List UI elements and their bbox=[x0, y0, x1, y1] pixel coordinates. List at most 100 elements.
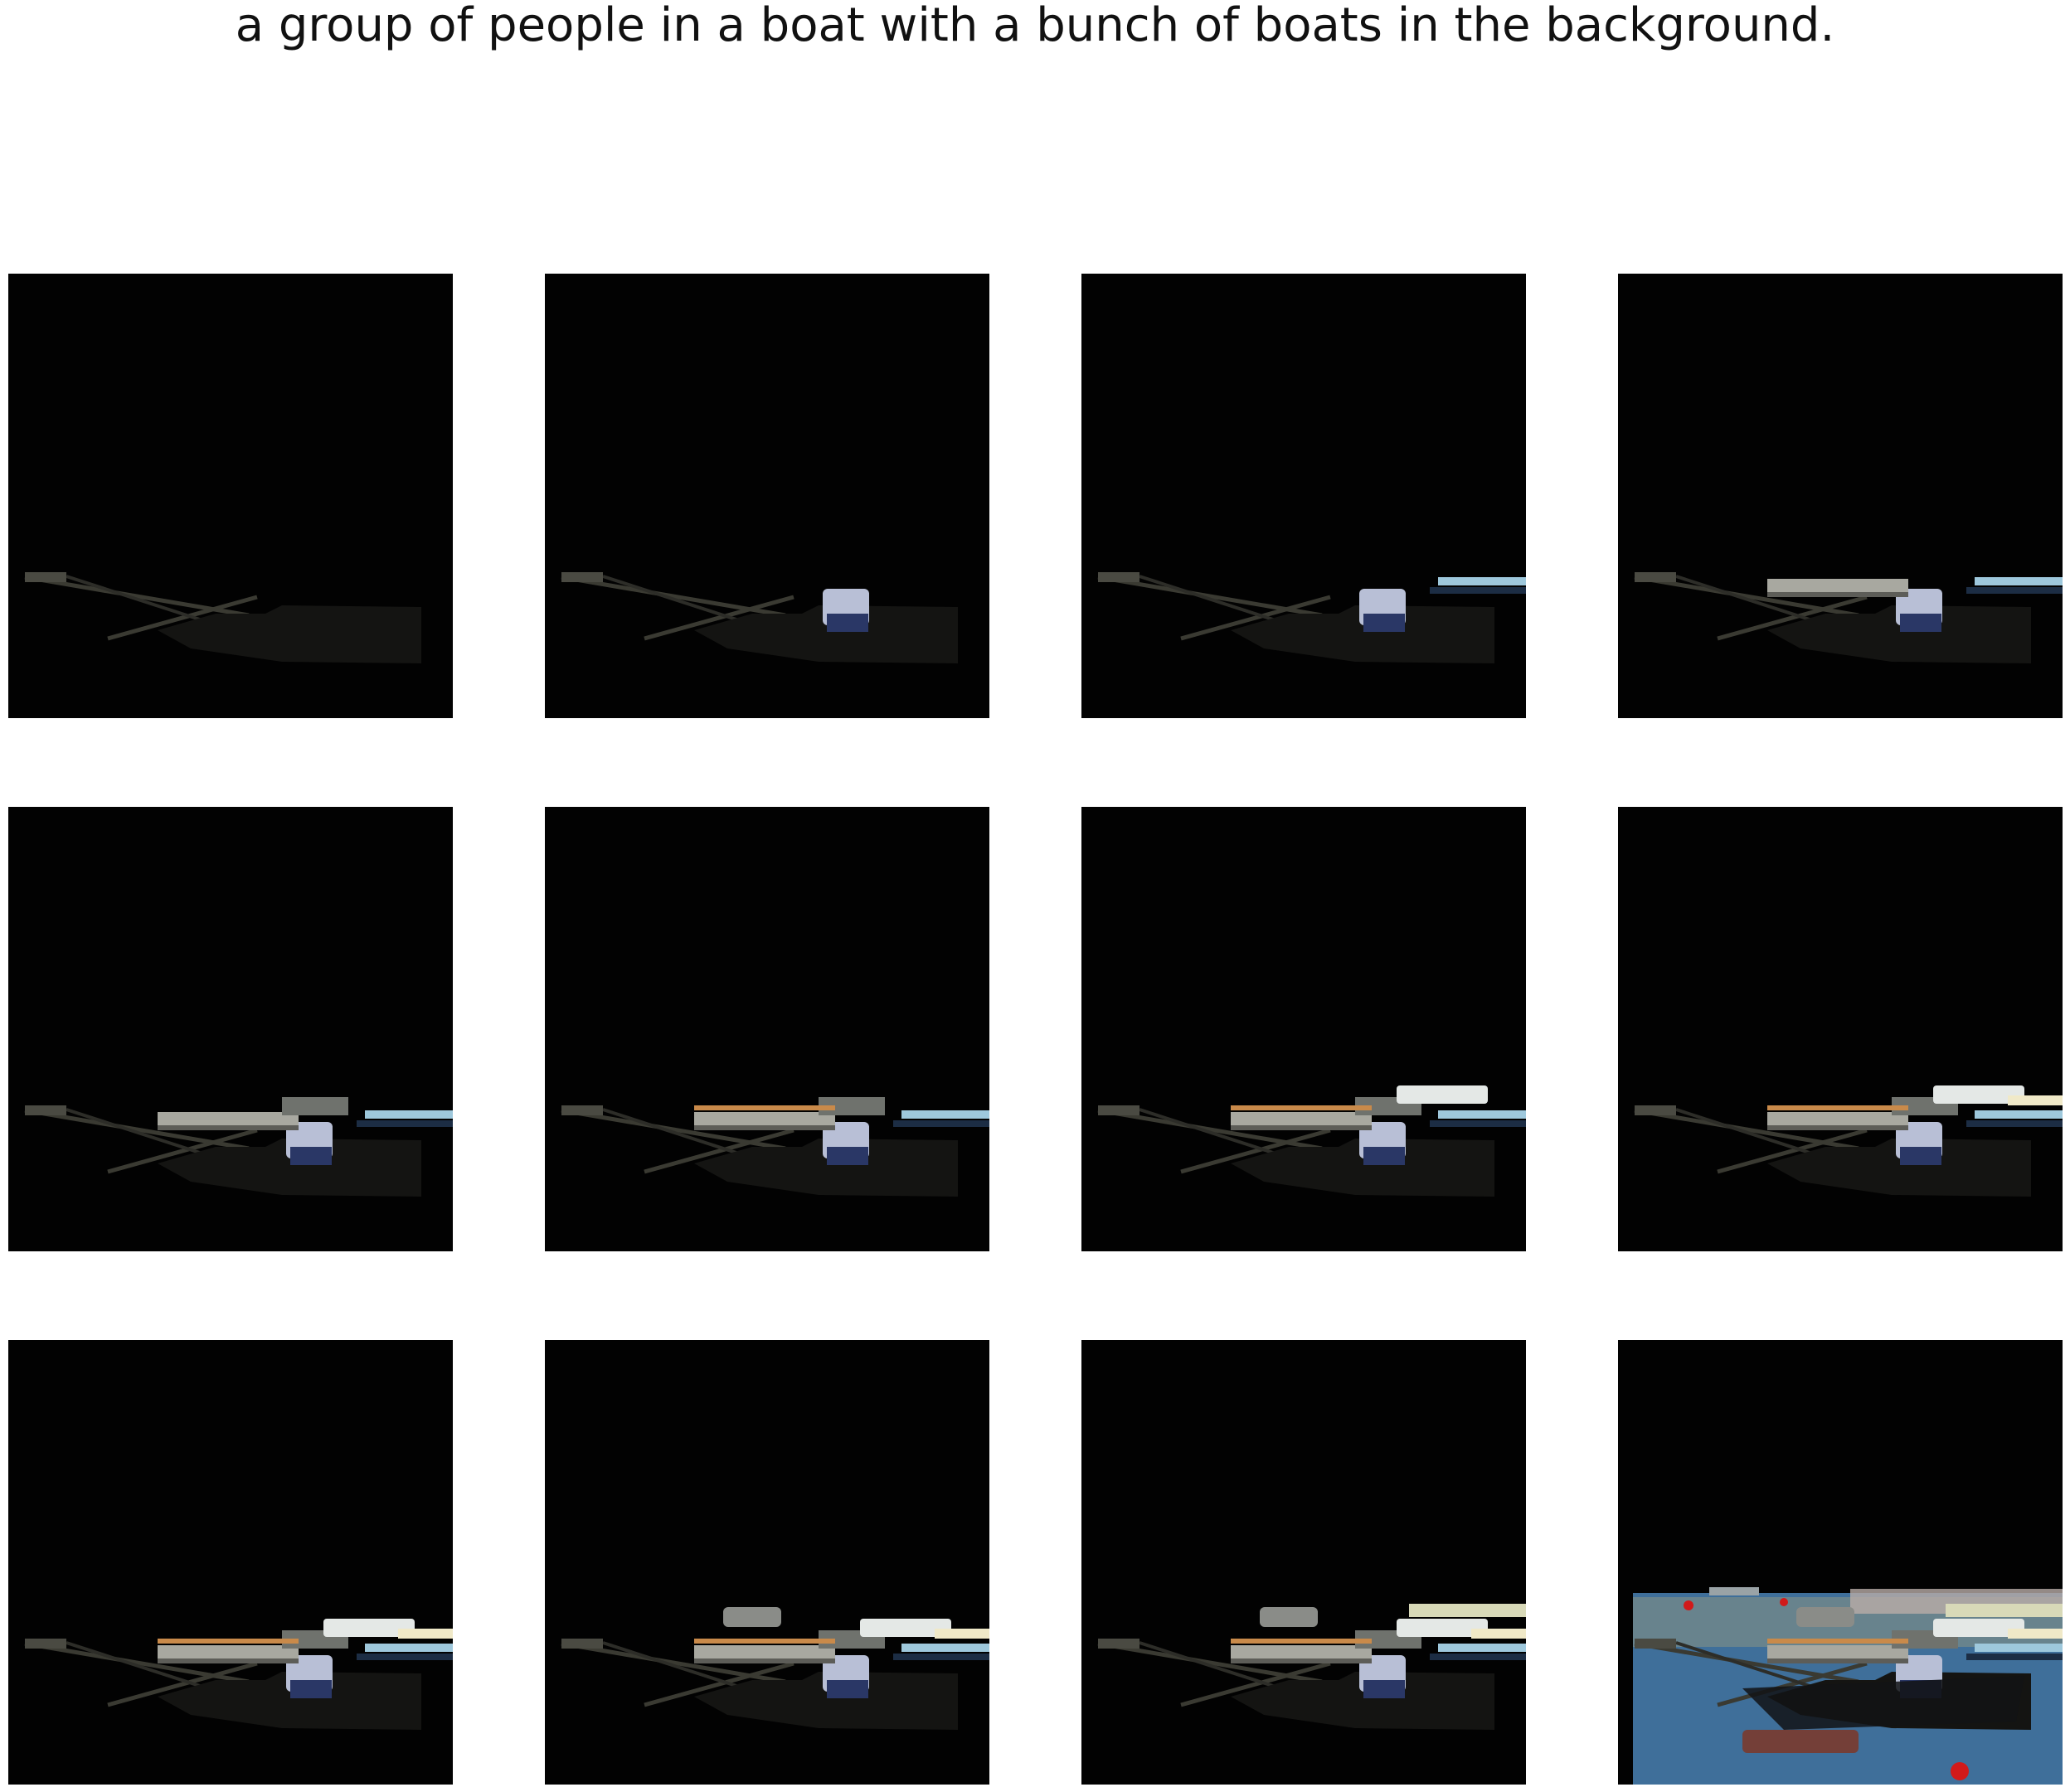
layer-blue-boat bbox=[1966, 1644, 2063, 1660]
panel-image bbox=[8, 1340, 453, 1785]
layer-person bbox=[1359, 589, 1406, 632]
layer-white-boat bbox=[1933, 1619, 2024, 1637]
layer-person bbox=[1896, 589, 1942, 632]
layer-dark-hull bbox=[158, 1139, 421, 1197]
layer-blue-boat bbox=[1966, 1110, 2063, 1127]
layer-grey-boat bbox=[1231, 1645, 1372, 1663]
panel-image bbox=[1081, 807, 1526, 1251]
panel-image bbox=[545, 807, 989, 1251]
layer-dock bbox=[1946, 1604, 2063, 1617]
layer-buoys bbox=[1684, 1598, 1969, 1780]
layer-oars bbox=[1634, 572, 1868, 641]
panel-image bbox=[545, 274, 989, 718]
layer-blue-boat bbox=[893, 1110, 989, 1127]
generation-step-panel bbox=[1618, 274, 2063, 718]
layer-dock bbox=[1409, 1604, 1526, 1617]
layer-blue-boat bbox=[1430, 1644, 1526, 1660]
panel-image bbox=[1618, 1340, 2063, 1785]
layer-oars bbox=[24, 572, 258, 641]
generation-step-panel bbox=[8, 1340, 453, 1785]
layer-dark-hull bbox=[1231, 1139, 1494, 1197]
generation-step-panel bbox=[8, 807, 453, 1251]
layer-grey-boat bbox=[694, 1112, 835, 1130]
layer-striped-hull bbox=[158, 1639, 299, 1644]
layer-grey-boat bbox=[694, 1645, 835, 1663]
layer-dark-hull bbox=[158, 1672, 421, 1730]
layer-grey-boat bbox=[1767, 579, 1908, 597]
generation-step-panel bbox=[545, 807, 989, 1251]
layer-grey-boat bbox=[1231, 1112, 1372, 1130]
layer-dark-hull bbox=[694, 1672, 958, 1730]
generation-step-panel bbox=[545, 1340, 989, 1785]
layer-person bbox=[1359, 1655, 1406, 1698]
layer-white-boat bbox=[1397, 1619, 1488, 1637]
panel-image bbox=[1081, 274, 1526, 718]
panel-image bbox=[8, 807, 453, 1251]
layer-reflection bbox=[1742, 1676, 2024, 1753]
layer-yellow-boat bbox=[1471, 1629, 1526, 1639]
panel-image bbox=[1618, 807, 2063, 1251]
generation-step-panel bbox=[8, 274, 453, 718]
layer-oars bbox=[1634, 1639, 1868, 1707]
layer-person bbox=[823, 1122, 869, 1165]
layer-person bbox=[1896, 1122, 1942, 1165]
generation-step-panel bbox=[1081, 807, 1526, 1251]
layer-striped-hull bbox=[694, 1105, 835, 1110]
layer-striped-hull bbox=[694, 1639, 835, 1644]
layer-blue-boat bbox=[893, 1644, 989, 1660]
layer-grey-boat bbox=[1767, 1112, 1908, 1130]
layer-blue-boat bbox=[1966, 577, 2063, 594]
layer-blue-boat bbox=[357, 1110, 453, 1127]
layer-dark-hull bbox=[1231, 605, 1494, 663]
layer-person bbox=[1359, 1122, 1406, 1165]
panel-image bbox=[1618, 274, 2063, 718]
layer-grey-boat bbox=[158, 1645, 299, 1663]
layer-blue-boat bbox=[357, 1644, 453, 1660]
generation-step-panel bbox=[1618, 807, 2063, 1251]
layer-yellow-boat bbox=[398, 1629, 453, 1639]
layer-small-boat bbox=[1260, 1607, 1318, 1627]
layer-white-boat bbox=[1933, 1085, 2024, 1104]
layer-oars bbox=[24, 1105, 258, 1174]
layer-dark-hull bbox=[694, 1139, 958, 1197]
layer-oars bbox=[1097, 572, 1331, 641]
layer-person bbox=[823, 589, 869, 632]
layer-white-boat bbox=[323, 1619, 415, 1637]
layer-oars bbox=[1097, 1105, 1331, 1174]
generation-step-panel bbox=[1081, 274, 1526, 718]
layer-oars bbox=[561, 572, 794, 641]
layer-cabin bbox=[282, 1097, 348, 1115]
panel-image bbox=[545, 1340, 989, 1785]
layer-yellow-boat bbox=[2008, 1629, 2063, 1639]
panel-image bbox=[8, 274, 453, 718]
layer-white-boat bbox=[860, 1619, 951, 1637]
layer-oars bbox=[1634, 1105, 1868, 1174]
layer-grey-boat bbox=[158, 1112, 299, 1130]
layer-white-boat bbox=[1397, 1085, 1488, 1104]
generation-step-panel bbox=[1081, 1340, 1526, 1785]
layer-person bbox=[286, 1655, 333, 1698]
panel-image bbox=[1081, 1340, 1526, 1785]
layer-dark-hull bbox=[1767, 605, 2031, 663]
layer-grey-boat bbox=[1767, 1645, 1908, 1663]
layer-yellow-boat bbox=[2008, 1095, 2063, 1105]
generation-step-panel bbox=[1618, 1340, 2063, 1785]
layer-striped-hull bbox=[1231, 1105, 1372, 1110]
layer-dark-hull bbox=[158, 605, 421, 663]
image-caption: a group of people in a boat with a bunch… bbox=[235, 0, 1835, 52]
layer-blue-boat bbox=[1430, 1110, 1526, 1127]
layer-oars bbox=[561, 1639, 794, 1707]
layer-person bbox=[286, 1122, 333, 1165]
layer-dark-hull bbox=[1767, 1139, 2031, 1197]
layer-striped-hull bbox=[1767, 1639, 1908, 1644]
generation-step-panel bbox=[545, 274, 989, 718]
layer-striped-hull bbox=[1231, 1639, 1372, 1644]
layer-dark-hull bbox=[694, 605, 958, 663]
layer-oars bbox=[24, 1639, 258, 1707]
layer-small-boat bbox=[1796, 1607, 1854, 1627]
layer-striped-hull bbox=[1767, 1105, 1908, 1110]
layer-oars bbox=[561, 1105, 794, 1174]
layer-yellow-boat bbox=[935, 1629, 989, 1639]
layer-blue-boat bbox=[1430, 577, 1526, 594]
layer-oars bbox=[1097, 1639, 1331, 1707]
